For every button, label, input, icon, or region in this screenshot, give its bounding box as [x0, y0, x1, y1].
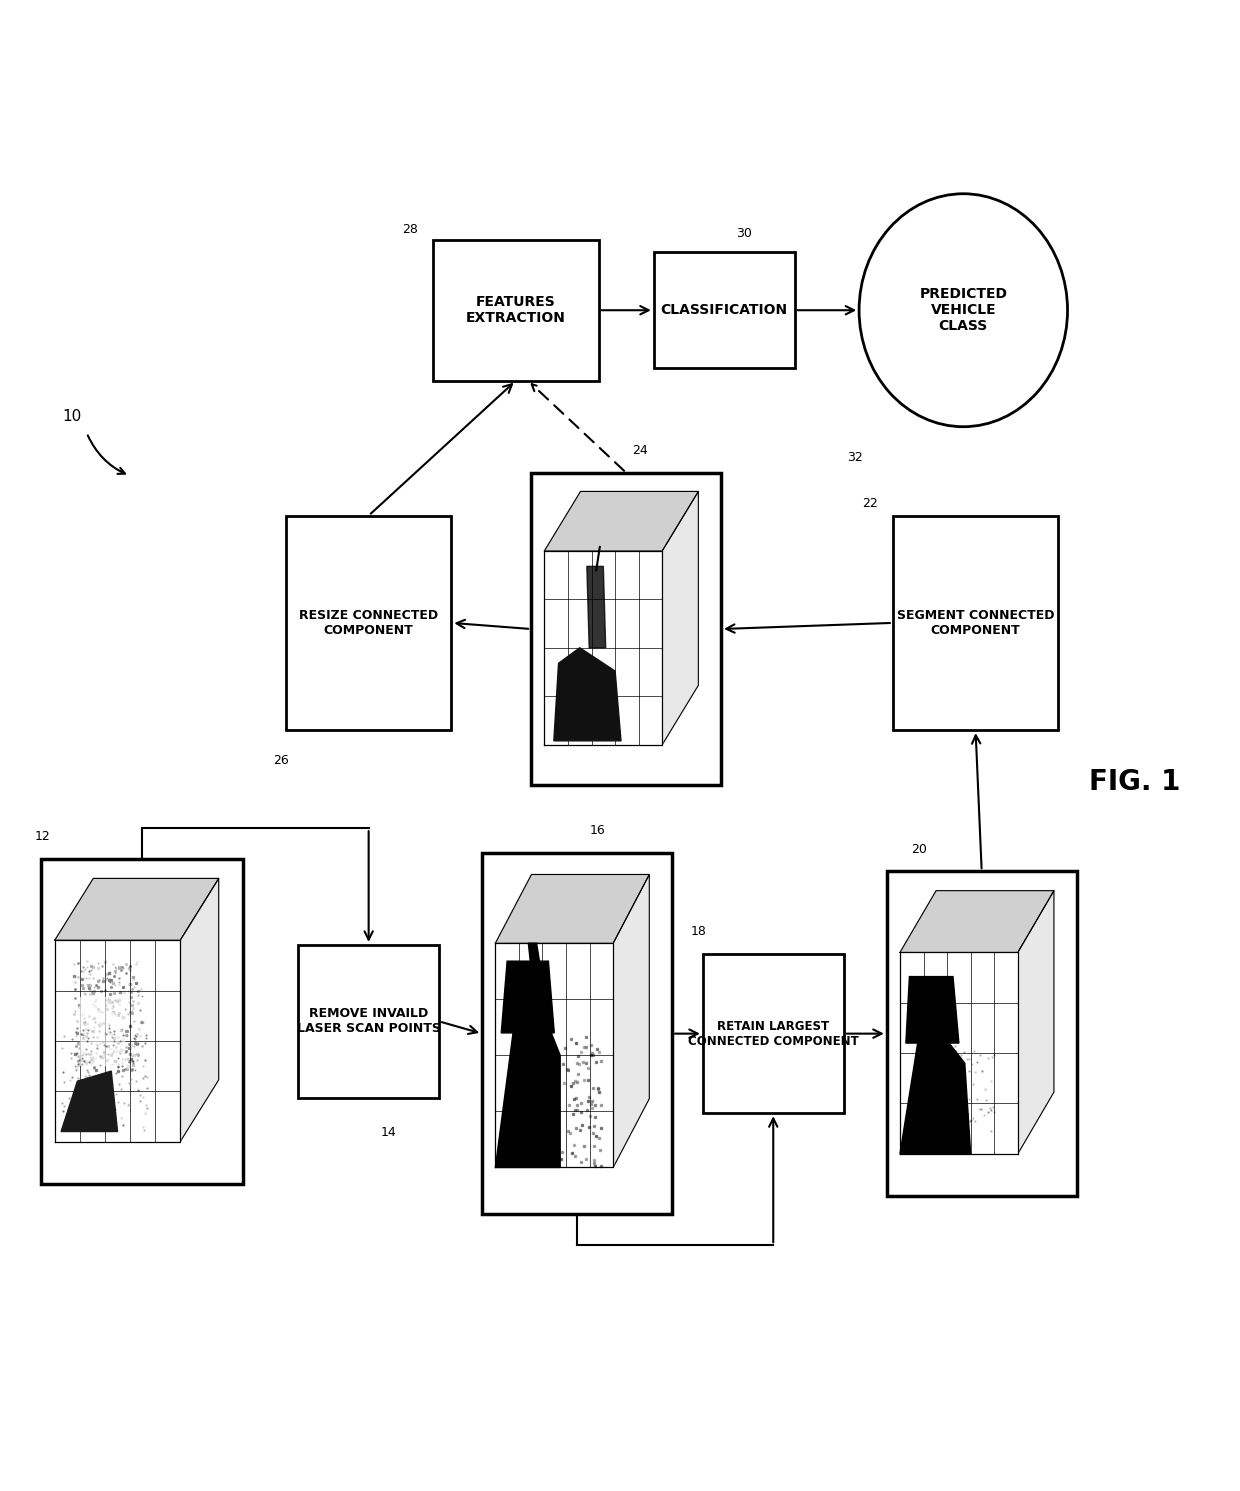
FancyBboxPatch shape	[893, 516, 1058, 731]
FancyBboxPatch shape	[653, 252, 795, 368]
Text: PREDICTED
VEHICLE
CLASS: PREDICTED VEHICLE CLASS	[919, 288, 1007, 334]
Polygon shape	[495, 944, 614, 1167]
Polygon shape	[495, 875, 650, 944]
Text: 24: 24	[632, 444, 649, 458]
Text: 20: 20	[911, 842, 928, 856]
Text: 14: 14	[381, 1126, 397, 1139]
Text: 10: 10	[62, 409, 82, 423]
Text: 12: 12	[35, 830, 51, 844]
Polygon shape	[1018, 890, 1054, 1154]
Polygon shape	[55, 878, 218, 941]
Polygon shape	[900, 953, 1018, 1154]
Polygon shape	[614, 875, 650, 1167]
Polygon shape	[544, 550, 662, 744]
Text: FIG. 1: FIG. 1	[1089, 768, 1180, 796]
FancyBboxPatch shape	[703, 954, 843, 1114]
Text: SEGMENT CONNECTED
COMPONENT: SEGMENT CONNECTED COMPONENT	[897, 608, 1054, 637]
Polygon shape	[587, 567, 605, 647]
Text: RESIZE CONNECTED
COMPONENT: RESIZE CONNECTED COMPONENT	[299, 608, 438, 637]
FancyBboxPatch shape	[286, 516, 451, 731]
Ellipse shape	[859, 194, 1068, 426]
Text: 16: 16	[589, 825, 605, 838]
FancyBboxPatch shape	[887, 871, 1076, 1196]
FancyBboxPatch shape	[531, 473, 722, 786]
Text: RETAIN LARGEST
CONNECTED COMPONENT: RETAIN LARGEST CONNECTED COMPONENT	[688, 1020, 858, 1048]
Polygon shape	[180, 878, 218, 1142]
Polygon shape	[501, 962, 554, 1033]
Text: 28: 28	[402, 224, 418, 237]
Polygon shape	[900, 1033, 971, 1154]
Polygon shape	[662, 492, 698, 744]
Polygon shape	[55, 941, 180, 1142]
Polygon shape	[528, 944, 541, 966]
Polygon shape	[900, 890, 1054, 953]
Polygon shape	[554, 647, 621, 741]
Polygon shape	[79, 996, 124, 1065]
FancyBboxPatch shape	[41, 859, 243, 1184]
Text: FEATURES
EXTRACTION: FEATURES EXTRACTION	[466, 295, 565, 325]
Text: REMOVE INVAILD
LASER SCAN POINTS: REMOVE INVAILD LASER SCAN POINTS	[296, 1008, 440, 1035]
FancyBboxPatch shape	[482, 853, 672, 1215]
Text: 30: 30	[737, 227, 753, 240]
Polygon shape	[906, 977, 959, 1044]
Text: 26: 26	[274, 754, 289, 768]
FancyBboxPatch shape	[433, 240, 599, 380]
Text: 18: 18	[691, 926, 707, 938]
Polygon shape	[544, 492, 698, 550]
Polygon shape	[495, 999, 560, 1167]
FancyBboxPatch shape	[298, 945, 439, 1097]
Text: CLASSIFICATION: CLASSIFICATION	[661, 303, 787, 318]
Text: 32: 32	[847, 450, 863, 464]
Text: 22: 22	[862, 497, 878, 510]
Polygon shape	[61, 1071, 118, 1132]
